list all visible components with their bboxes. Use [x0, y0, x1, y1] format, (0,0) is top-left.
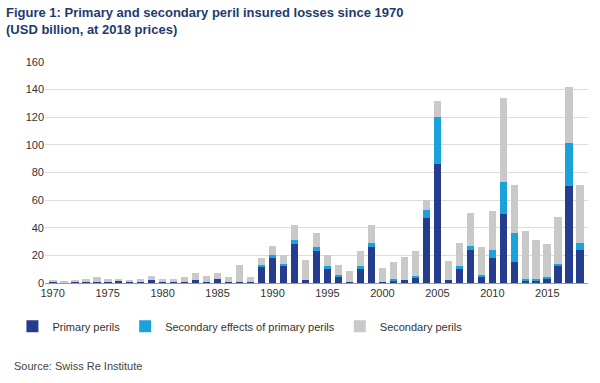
- svg-text:60: 60: [32, 194, 44, 206]
- svg-text:1970: 1970: [40, 287, 64, 299]
- svg-text:1985: 1985: [205, 287, 229, 299]
- svg-text:20: 20: [32, 249, 44, 261]
- svg-text:Primary perils: Primary perils: [52, 321, 120, 333]
- svg-text:1990: 1990: [260, 287, 284, 299]
- svg-text:Secondary effects of primary p: Secondary effects of primary perils: [165, 321, 335, 333]
- svg-text:Figure 1: Primary and secondar: Figure 1: Primary and secondary peril in…: [6, 5, 403, 37]
- svg-text:160: 160: [26, 56, 44, 68]
- svg-text:Source: Swiss Re Institute: Source: Swiss Re Institute: [14, 360, 142, 372]
- svg-text:1980: 1980: [150, 287, 174, 299]
- svg-text:2015: 2015: [535, 287, 559, 299]
- svg-text:40: 40: [32, 222, 44, 234]
- svg-text:1975: 1975: [95, 287, 119, 299]
- svg-text:100: 100: [26, 139, 44, 151]
- svg-text:2005: 2005: [425, 287, 449, 299]
- svg-text:1995: 1995: [315, 287, 339, 299]
- svg-text:0: 0: [38, 277, 44, 289]
- svg-text:80: 80: [32, 166, 44, 178]
- svg-text:120: 120: [26, 111, 44, 123]
- svg-text:Secondary perils: Secondary perils: [380, 321, 462, 333]
- svg-text:140: 140: [26, 83, 44, 95]
- svg-text:2010: 2010: [480, 287, 504, 299]
- svg-text:2000: 2000: [370, 287, 394, 299]
